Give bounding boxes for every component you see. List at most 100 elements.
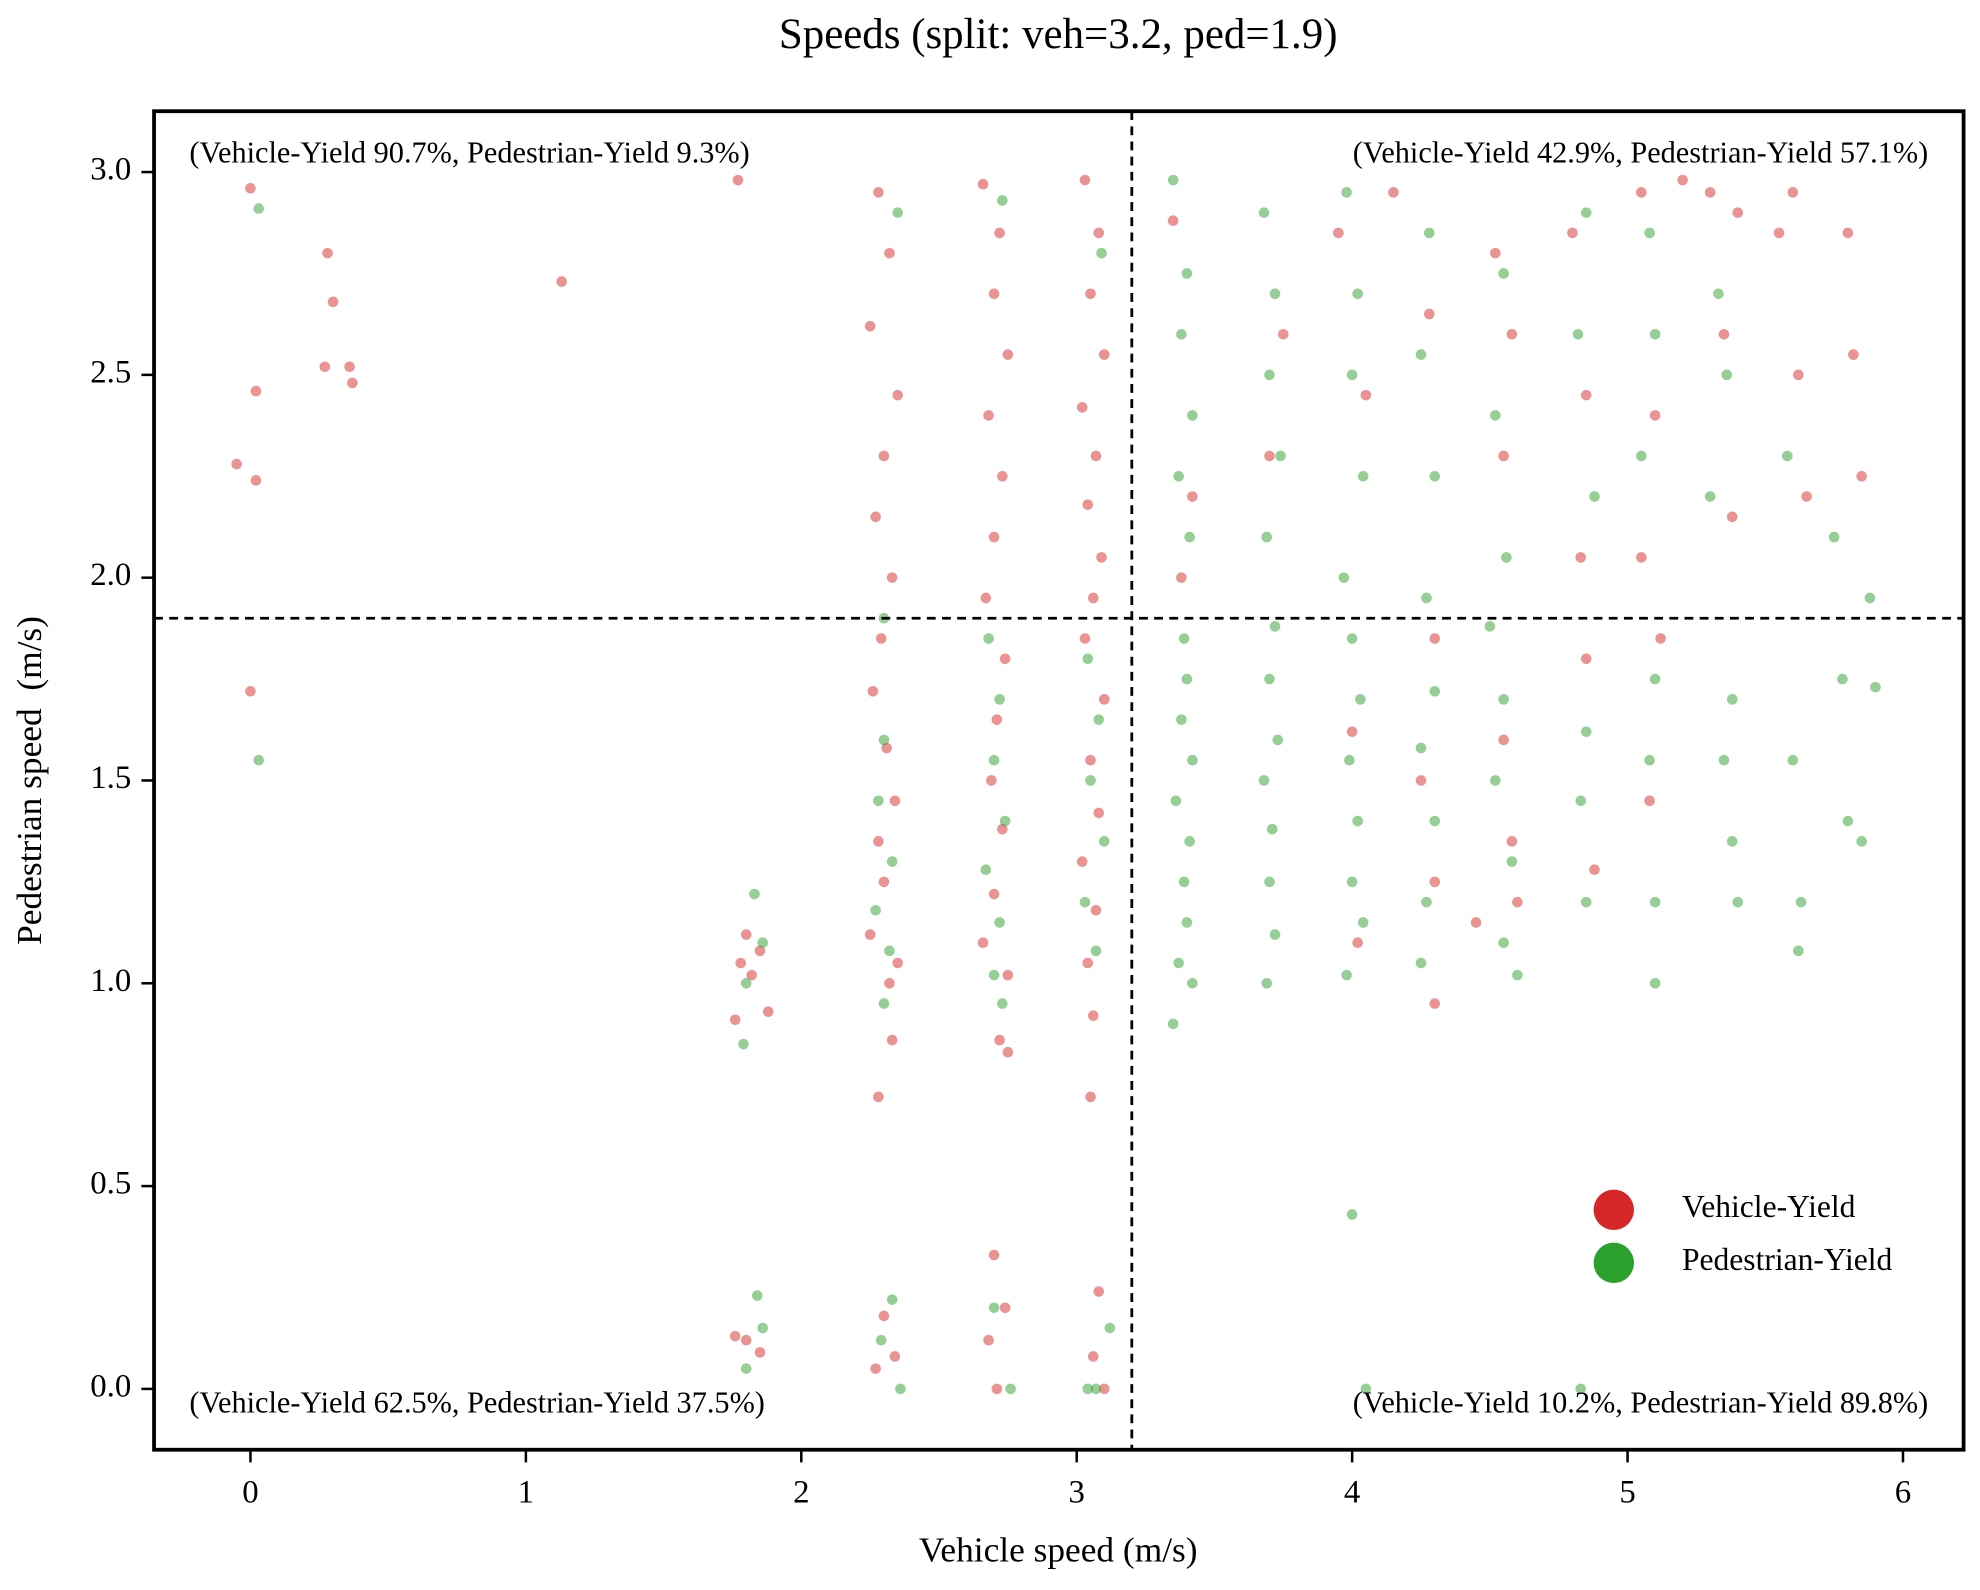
point xyxy=(1655,633,1666,644)
point xyxy=(1181,673,1193,685)
point xyxy=(1575,552,1587,563)
point xyxy=(1388,187,1399,198)
point xyxy=(873,1091,884,1103)
point xyxy=(1848,349,1859,360)
x-tick-label: 2 xyxy=(793,1475,809,1511)
point xyxy=(1184,531,1195,543)
point xyxy=(1828,531,1840,543)
point xyxy=(999,653,1011,665)
point xyxy=(864,320,876,332)
point xyxy=(1333,227,1344,239)
point xyxy=(1079,174,1091,186)
point xyxy=(1346,1209,1358,1220)
point xyxy=(1085,754,1096,766)
x-axis-label: Vehicle speed (m/s) xyxy=(919,1529,1198,1569)
point xyxy=(749,888,760,900)
point xyxy=(1484,621,1496,632)
point xyxy=(1644,227,1655,239)
legend-marker xyxy=(1593,1189,1635,1231)
point xyxy=(1264,450,1275,462)
point xyxy=(997,470,1008,482)
point xyxy=(1360,389,1372,401)
point xyxy=(875,633,887,644)
point xyxy=(1090,450,1102,462)
point xyxy=(1275,450,1286,462)
point xyxy=(250,475,262,486)
legend-label: Vehicle-Yield xyxy=(1682,1189,1856,1224)
point xyxy=(1341,969,1352,981)
point xyxy=(1346,369,1358,381)
point xyxy=(1090,945,1102,957)
point xyxy=(1352,288,1363,300)
point xyxy=(1801,491,1812,502)
point xyxy=(1837,673,1848,685)
point xyxy=(1580,207,1592,218)
point xyxy=(1429,633,1441,644)
point xyxy=(1415,957,1427,969)
point xyxy=(1429,876,1441,888)
point xyxy=(1087,592,1099,604)
point xyxy=(1076,856,1088,867)
point xyxy=(884,945,895,957)
point xyxy=(1726,694,1738,705)
point xyxy=(1718,329,1730,340)
point xyxy=(754,945,766,957)
point xyxy=(1649,977,1661,989)
point xyxy=(250,385,262,397)
point xyxy=(1773,227,1785,239)
point xyxy=(1842,227,1854,239)
point xyxy=(1429,470,1441,482)
point xyxy=(1187,977,1198,989)
point xyxy=(870,1363,881,1374)
point xyxy=(740,1334,752,1346)
point xyxy=(999,815,1011,827)
point xyxy=(994,1034,1005,1046)
y-tick-label: 2.0 xyxy=(90,557,131,593)
point xyxy=(1079,633,1091,644)
point xyxy=(1264,673,1275,685)
point xyxy=(1258,775,1270,786)
point xyxy=(1181,917,1193,928)
point xyxy=(1090,1383,1102,1395)
point xyxy=(757,937,769,949)
point xyxy=(1085,288,1096,300)
point xyxy=(988,1249,1000,1261)
point xyxy=(1506,836,1518,847)
x-tick-label: 6 xyxy=(1895,1475,1911,1511)
point xyxy=(980,864,992,876)
point xyxy=(1187,410,1198,421)
point xyxy=(1261,531,1273,543)
point xyxy=(344,361,355,373)
point xyxy=(1649,329,1661,340)
point xyxy=(1352,937,1363,949)
point xyxy=(983,1334,994,1346)
point xyxy=(1795,896,1807,908)
point xyxy=(1498,694,1509,705)
point xyxy=(1346,726,1358,738)
point xyxy=(1002,969,1014,981)
chart-title: Speeds (split: veh=3.2, ped=1.9) xyxy=(779,11,1338,58)
point xyxy=(889,1351,901,1362)
point xyxy=(1184,836,1195,847)
point xyxy=(1093,807,1105,819)
point xyxy=(1346,876,1358,888)
point xyxy=(1272,734,1284,746)
point xyxy=(762,1006,774,1017)
point xyxy=(1104,1322,1116,1334)
point xyxy=(1572,329,1584,340)
point xyxy=(983,633,994,644)
point xyxy=(1264,876,1275,888)
point xyxy=(892,389,904,401)
point xyxy=(1423,308,1435,320)
point xyxy=(327,296,339,308)
point xyxy=(1718,754,1730,766)
point xyxy=(1636,450,1647,462)
point xyxy=(881,742,892,754)
point xyxy=(997,823,1008,835)
point xyxy=(878,450,890,462)
point xyxy=(1079,896,1091,908)
point xyxy=(1589,864,1600,876)
point xyxy=(1087,1010,1099,1022)
